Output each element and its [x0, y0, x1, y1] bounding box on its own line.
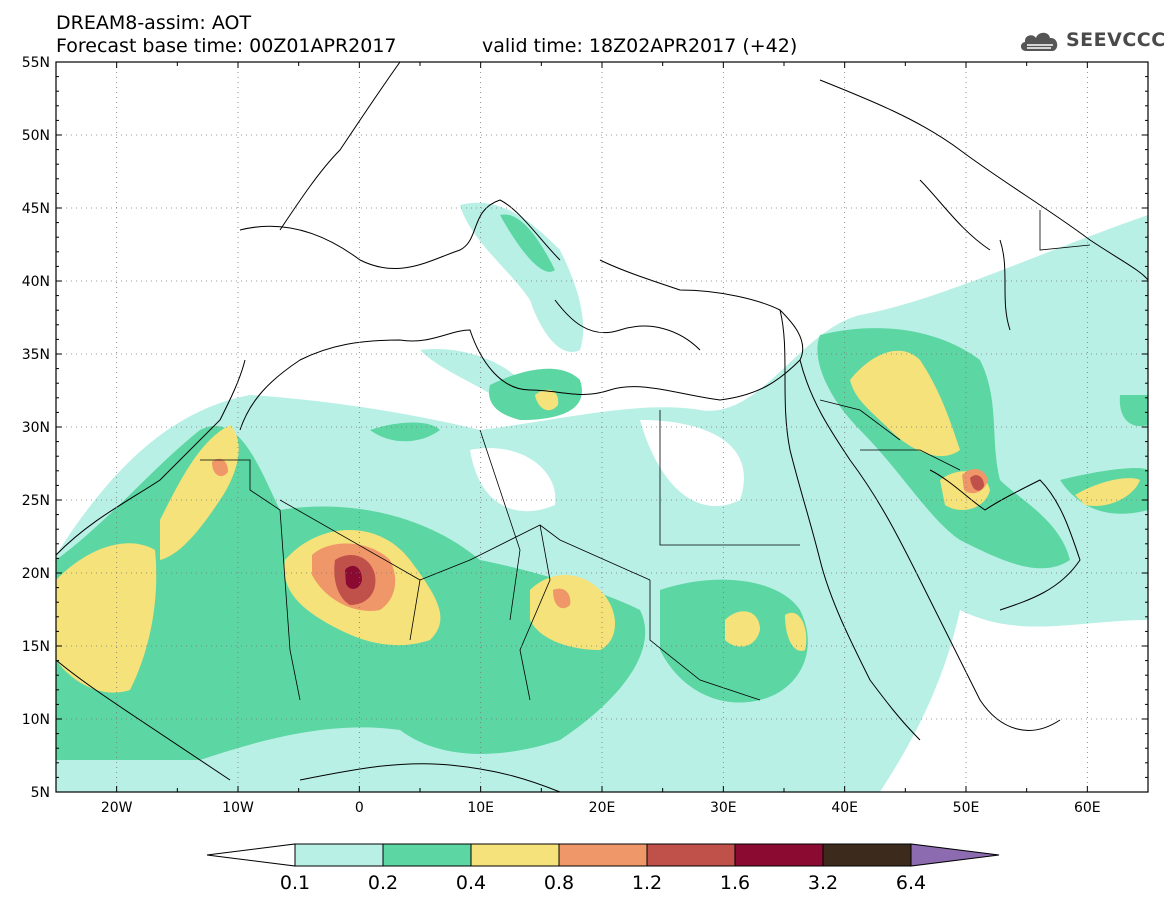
colorbar-swatch — [734, 843, 824, 867]
colorbar-high-extend — [910, 843, 1000, 867]
aot-fields — [56, 62, 1148, 792]
lon-label: 10E — [467, 800, 494, 816]
lat-label: 10N — [22, 712, 50, 728]
lat-label: 5N — [31, 785, 50, 801]
map-title: DREAM8-assim: AOT — [56, 12, 252, 34]
valid-time-label: valid time: 18Z02APR2017 (+42) — [482, 35, 798, 57]
lon-label: 30E — [710, 800, 737, 816]
longitude-labels: 20W 10W 0 10E 20E 30E 40E 50E 60E — [101, 800, 1101, 816]
lon-label: 20W — [101, 800, 133, 816]
colorbar-tick-label: 1.6 — [719, 872, 751, 894]
lon-label: 50E — [953, 800, 980, 816]
lon-label: 40E — [831, 800, 858, 816]
lat-label: 20N — [22, 566, 50, 582]
colorbar-tick-label: 0.8 — [543, 872, 575, 894]
colorbar-tick-label: 6.4 — [895, 872, 927, 894]
colorbar-tick-label: 1.2 — [631, 872, 663, 894]
lat-label: 15N — [22, 639, 50, 655]
colorbar-tick-label: 0.4 — [455, 872, 487, 894]
lat-label: 50N — [22, 128, 50, 144]
cloud-logo-icon — [1020, 32, 1058, 51]
colorbar-tick-label: 0.2 — [367, 872, 399, 894]
colorbar-swatch — [294, 843, 384, 867]
lon-label: 60E — [1074, 800, 1101, 816]
colorbar-swatch — [646, 843, 736, 867]
lat-label: 35N — [22, 347, 50, 363]
lon-label: 20E — [589, 800, 616, 816]
colorbar-low-extend — [206, 843, 296, 867]
lat-label: 40N — [22, 274, 50, 290]
lon-label: 10W — [222, 800, 254, 816]
seevccc-logo: SEEVCCC — [1018, 26, 1165, 54]
colorbar-swatch — [382, 843, 472, 867]
lat-label: 45N — [22, 201, 50, 217]
lat-label: 30N — [22, 420, 50, 436]
lat-label: 55N — [22, 55, 50, 71]
colorbar-tick-label: 0.1 — [279, 872, 311, 894]
base-time-label: Forecast base time: 00Z01APR2017 — [56, 35, 397, 57]
colorbar-swatch — [558, 843, 648, 867]
colorbar-swatch — [470, 843, 560, 867]
logo-text: SEEVCCC — [1066, 29, 1165, 51]
aot-colorbar — [206, 843, 1000, 867]
colorbar-swatch — [822, 843, 912, 867]
lat-label: 25N — [22, 493, 50, 509]
latitude-labels: 55N 50N 45N 40N 35N 30N 25N 20N 15N 10N 5N — [22, 55, 50, 801]
lon-label: 0 — [355, 800, 364, 816]
colorbar-tick-label: 3.2 — [807, 872, 839, 894]
